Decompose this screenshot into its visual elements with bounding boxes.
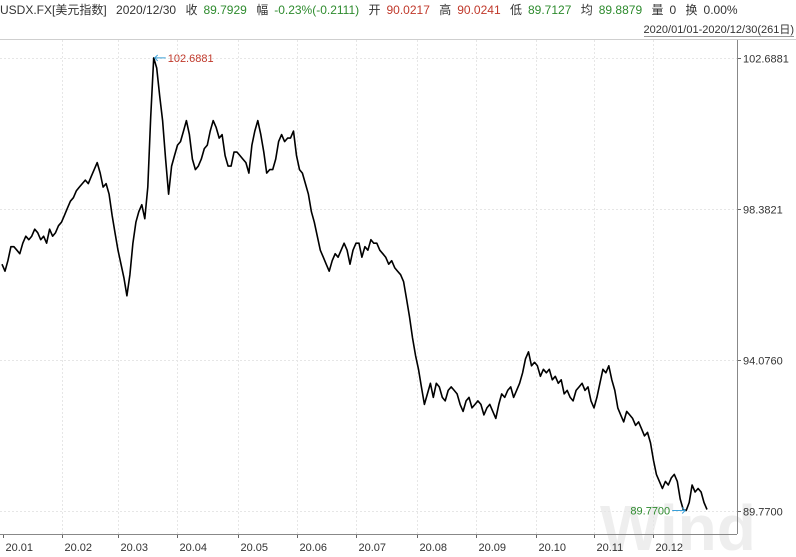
x-tick-label: 20.11 — [597, 542, 624, 554]
avg-label: 均 — [580, 3, 593, 17]
x-tick-label: 20.08 — [420, 542, 448, 554]
close-label: 收 — [185, 3, 198, 17]
change-label: 幅 — [256, 3, 269, 17]
series-line — [1, 57, 708, 512]
date-label: 2020/12/30 — [116, 3, 177, 17]
change-value: -0.23%(-0.2111) — [274, 3, 360, 17]
x-tick-label: 20.05 — [241, 542, 269, 554]
close-value: 89.7929 — [203, 3, 247, 17]
max-marker-arrow — [154, 54, 166, 62]
y-tick-label: 94.0760 — [743, 356, 783, 368]
symbol-label[interactable]: USDX.FX[美元指数] — [0, 3, 107, 17]
open-value: 90.0217 — [386, 3, 430, 17]
low-value: 89.7127 — [528, 3, 572, 17]
volume-value: 0 — [669, 3, 677, 17]
watermark: Wind — [600, 492, 756, 557]
date-range-text[interactable]: 2020/01/01-2020/12/30(261日) — [643, 24, 794, 37]
x-tick-label: 20.06 — [300, 542, 328, 554]
open-label: 开 — [368, 3, 381, 17]
date-range-selector[interactable]: 2020/01/01-2020/12/30(261日) — [643, 21, 794, 39]
x-tick-label: 20.12 — [656, 542, 684, 554]
avg-value: 89.8879 — [598, 3, 643, 17]
min-marker-arrow — [672, 507, 686, 514]
x-tick-label: 20.04 — [180, 542, 208, 554]
turnover-value: 0.00% — [703, 3, 738, 17]
high-label: 高 — [439, 3, 452, 17]
quote-header: USDX.FX[美元指数] 2020/12/30 收 89.7929 幅 -0.23… — [0, 0, 796, 20]
turnover-label: 换 — [685, 3, 698, 17]
y-tick-label: 89.7700 — [743, 507, 783, 519]
x-tick-label: 20.09 — [479, 542, 507, 554]
volume-label: 量 — [651, 3, 664, 17]
x-tick-label: 20.03 — [121, 542, 149, 554]
axes: 102.6881 98.3821 94.0760 89.7700 20.01 20.02 2… — [0, 39, 796, 554]
x-tick-label: 20.07 — [359, 542, 387, 554]
max-value-label: 102.6881 — [168, 53, 214, 65]
x-tick-label: 20.02 — [65, 542, 93, 554]
high-value: 90.0241 — [457, 3, 501, 17]
x-tick-label: 20.01 — [6, 542, 34, 554]
y-tick-label: 102.6881 — [743, 54, 789, 66]
low-label: 低 — [509, 3, 522, 17]
annotations: 102.6881 89.7700 — [154, 53, 686, 518]
min-value-label: 89.7700 — [630, 506, 670, 518]
y-tick-label: 98.3821 — [743, 205, 783, 217]
grid — [0, 40, 737, 534]
x-tick-label: 20.10 — [539, 542, 567, 554]
series-layer — [1, 57, 708, 512]
